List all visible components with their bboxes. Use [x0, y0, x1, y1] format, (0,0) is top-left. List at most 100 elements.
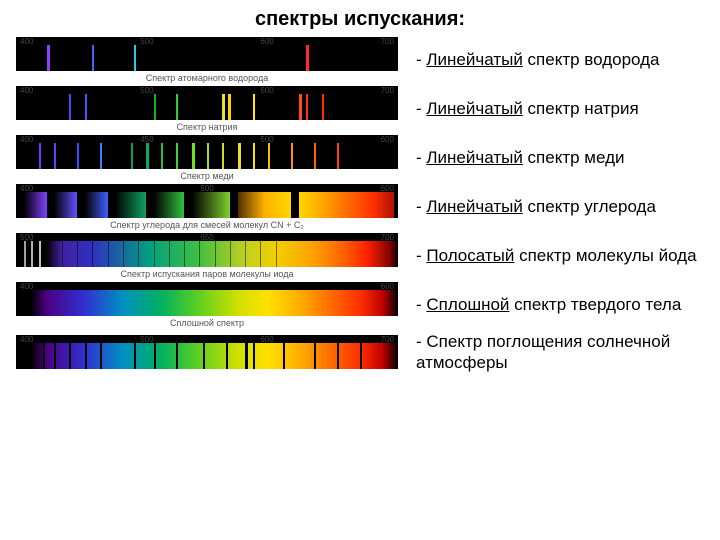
- scale-tick: 500: [140, 37, 153, 45]
- scale-tick: 600: [260, 335, 273, 343]
- spectrum-label: - Линейчатый спектр водорода: [416, 49, 708, 70]
- spectrum-body: [16, 343, 398, 369]
- spectrum-caption: Спектр углерода для смесей молекул CN + …: [12, 220, 402, 230]
- spectrum-strip: 500650700: [12, 233, 402, 267]
- spectral-line: [85, 94, 87, 120]
- spectrum-row: 400500600700 Спектр атомарного водорода - …: [12, 37, 708, 83]
- label-prefix: -: [416, 99, 426, 118]
- spectral-line: [134, 45, 136, 71]
- label-underlined: Линейчатый: [426, 148, 522, 167]
- label-prefix: -: [416, 295, 426, 314]
- spectrum-band: [24, 192, 47, 218]
- label-prefix: -: [416, 50, 426, 69]
- spectral-line: [146, 143, 149, 169]
- spectrum-band: [192, 192, 230, 218]
- spectral-line: [337, 143, 339, 169]
- spectrum-scale: 400500600700: [16, 37, 398, 45]
- spectrum-row: 400500600Спектр углерода для смесей моле…: [12, 184, 708, 230]
- spectral-line: [138, 241, 139, 267]
- spectral-line: [161, 143, 163, 169]
- spectrum-scale: 400500600700: [16, 335, 398, 343]
- spectral-line: [154, 241, 155, 267]
- scale-tick: 700: [381, 233, 394, 241]
- spectrum-body: [16, 241, 398, 267]
- spectral-line: [47, 45, 50, 71]
- spectral-line: [203, 343, 205, 369]
- spectral-line: [314, 343, 316, 369]
- spectrum-list: 400500600700Спектр атомарного водорода- …: [12, 37, 708, 374]
- spectrum-caption: Спектр атомарного водорода: [12, 73, 402, 83]
- spectral-line: [253, 94, 255, 120]
- spectrum-row: 500650700 Спектр испускания паров молекул…: [12, 233, 708, 279]
- label-rest: спектр меди: [523, 148, 625, 167]
- spectral-line: [54, 343, 56, 369]
- spectral-line: [291, 143, 293, 169]
- spectrum-band: [352, 192, 394, 218]
- spectral-line: [69, 343, 71, 369]
- label-underlined: Полосатый: [426, 246, 514, 265]
- spectrum-row: 400500600700Спектр натрия- Линейчатый сп…: [12, 86, 708, 132]
- spectral-line: [260, 241, 261, 267]
- scale-tick: 400: [20, 184, 33, 192]
- spectrum-band: [115, 192, 146, 218]
- scale-tick: 500: [20, 233, 33, 241]
- spectral-line: [322, 94, 324, 120]
- spectral-line: [92, 45, 94, 71]
- spectral-line: [222, 143, 224, 169]
- label-rest: спектр углерода: [523, 197, 656, 216]
- scale-tick: 400: [20, 282, 33, 290]
- spectral-line: [100, 343, 102, 369]
- spectral-line: [154, 343, 156, 369]
- spectrum-body: [16, 192, 398, 218]
- spectrum-row: 400600Сплошной спектр - Сплошной спектр т…: [12, 282, 708, 328]
- scale-tick: 700: [381, 86, 394, 94]
- spectral-line: [134, 343, 136, 369]
- scale-tick: 450: [140, 135, 153, 143]
- scale-tick: 400: [20, 335, 33, 343]
- label-prefix: -: [416, 148, 426, 167]
- spectral-line: [77, 143, 79, 169]
- spectral-line: [199, 241, 200, 267]
- spectrum-band: [238, 192, 291, 218]
- spectrum-label: - Полосатый спектр молекулы йода: [416, 245, 708, 266]
- spectral-line: [215, 241, 216, 267]
- spectrum-label: - Линейчатый спектр углерода: [416, 196, 708, 217]
- label-rest: спектр водорода: [523, 50, 660, 69]
- spectrum-caption: Спектр испускания паров молекулы иода: [12, 269, 402, 279]
- spectrum-body: [16, 45, 398, 71]
- spectrum-scale: 400450500600: [16, 135, 398, 143]
- spectrum-wrap: 400600Сплошной спектр: [12, 282, 402, 328]
- spectrum-strip: 400500600700: [12, 37, 402, 71]
- spectrum-wrap: 500650700 Спектр испускания паров молекул…: [12, 233, 402, 279]
- spectral-line: [360, 343, 362, 369]
- spectral-line: [100, 143, 102, 169]
- spectral-line: [268, 143, 270, 169]
- spectral-line: [176, 94, 178, 120]
- label-prefix: -: [416, 332, 426, 351]
- label-rest: спектр твердого тела: [509, 295, 681, 314]
- scale-tick: 500: [140, 335, 153, 343]
- label-rest: Спектр поглощения солнечной атмосферы: [416, 332, 670, 372]
- label-underlined: Линейчатый: [426, 197, 522, 216]
- spectrum-scale: 400600: [16, 282, 398, 290]
- spectral-line: [108, 241, 109, 267]
- spectrum-band: [85, 192, 108, 218]
- spectral-line: [238, 143, 241, 169]
- spectrum-band: [299, 192, 352, 218]
- spectrum-label: - Сплошной спектр твердого тела: [416, 294, 708, 315]
- spectral-line: [62, 241, 63, 267]
- spectrum-wrap: 400500600Спектр углерода для смесей моле…: [12, 184, 402, 230]
- spectral-line: [207, 143, 209, 169]
- spectrum-caption: Спектр натрия: [12, 122, 402, 132]
- spectrum-label: - Линейчатый спектр меди: [416, 147, 708, 168]
- spectral-line: [245, 343, 248, 369]
- spectral-line: [299, 94, 302, 120]
- spectral-line: [92, 241, 93, 267]
- spectrum-body: [16, 290, 398, 316]
- spectrum-wrap: 400500600700 Спектр атомарного водорода: [12, 37, 402, 83]
- spectrum-label: - Линейчатый спектр натрия: [416, 98, 708, 119]
- spectral-line: [123, 241, 124, 267]
- spectral-line: [306, 94, 308, 120]
- spectrum-body: [16, 143, 398, 169]
- spectral-line: [85, 343, 87, 369]
